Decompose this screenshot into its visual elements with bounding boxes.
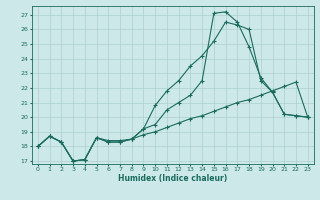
X-axis label: Humidex (Indice chaleur): Humidex (Indice chaleur) — [118, 174, 228, 183]
